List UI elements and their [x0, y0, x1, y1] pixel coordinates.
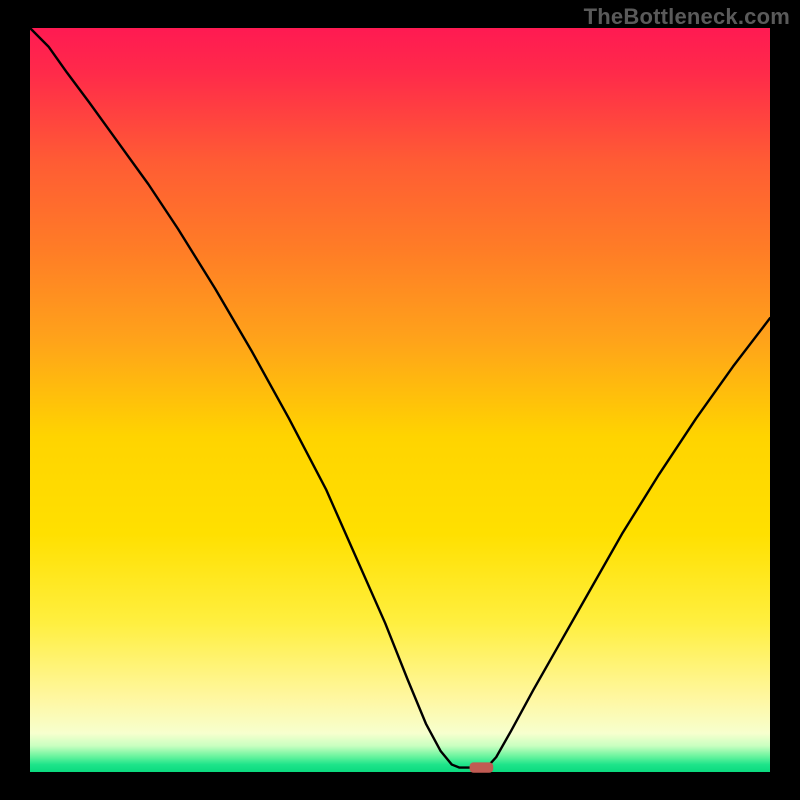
bottleneck-curve-chart: [0, 0, 800, 800]
optimal-marker: [470, 762, 494, 772]
chart-stage: TheBottleneck.com: [0, 0, 800, 800]
